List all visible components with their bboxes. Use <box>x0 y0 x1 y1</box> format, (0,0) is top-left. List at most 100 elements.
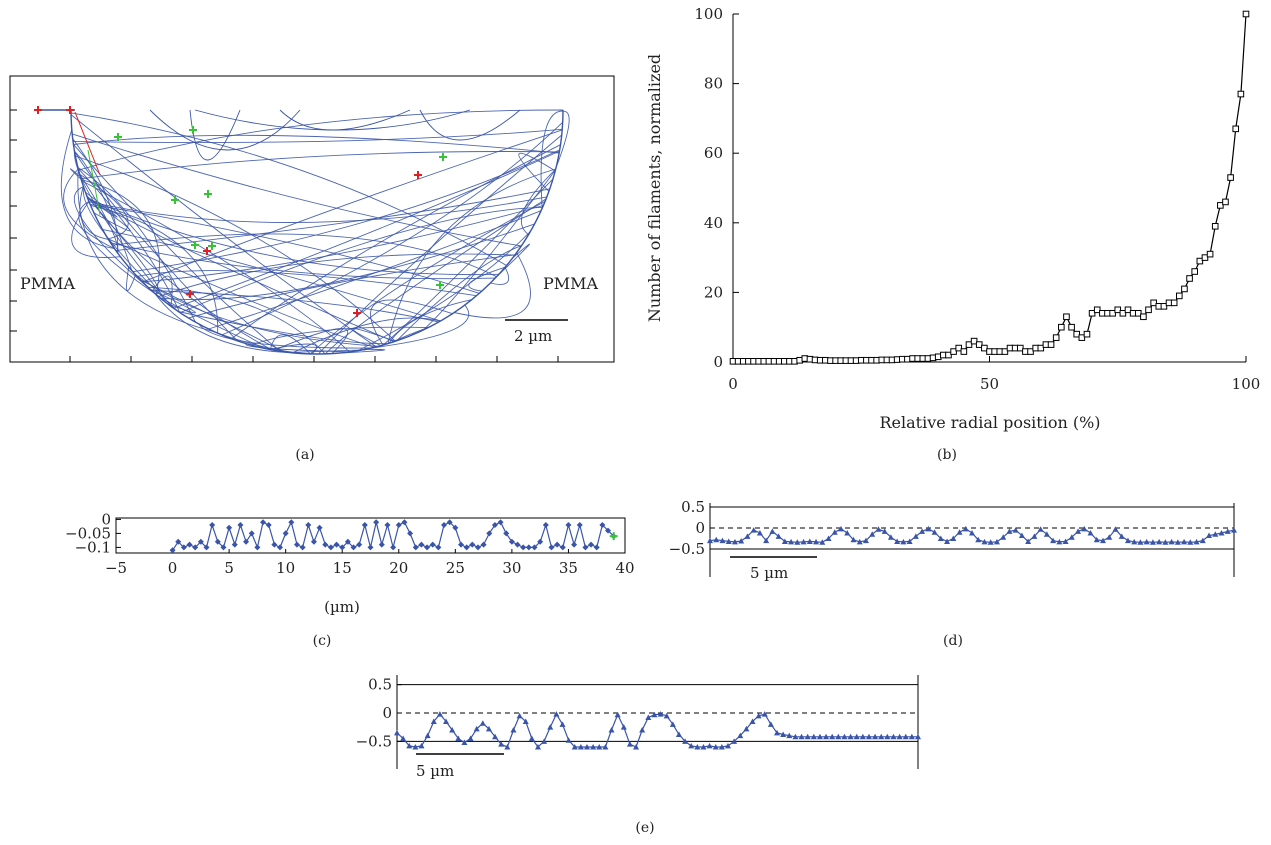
pc-data-point <box>226 524 233 531</box>
pe-data-point <box>541 738 548 744</box>
pc-data-point <box>310 538 317 545</box>
pc-data-point <box>169 547 176 554</box>
pd-data-point <box>925 525 932 532</box>
filament-path <box>490 267 509 285</box>
pc-data-point <box>390 544 397 551</box>
filament-path <box>540 110 564 209</box>
b-y-axis-label: Number of filaments, normalized <box>645 54 664 322</box>
pc-data-point <box>344 538 351 545</box>
pe-data-point <box>651 711 658 718</box>
pc-frame <box>115 517 626 554</box>
pd-data-point <box>1231 527 1237 533</box>
filament-path <box>72 128 563 144</box>
pe-data-point <box>835 733 842 740</box>
pc-data-point <box>180 544 187 551</box>
filament-path <box>179 206 543 314</box>
pc-data-point <box>542 522 549 528</box>
b-y-tick-label: 80 <box>704 75 723 93</box>
pe-data-point <box>675 731 682 738</box>
pc-x-tick-label: 0 <box>168 559 178 577</box>
pc-data-point <box>356 541 363 548</box>
pe-data-point <box>755 712 762 719</box>
panel-c-caption: (c) <box>313 633 332 649</box>
b-data-point <box>1211 222 1219 230</box>
pd-data-point <box>813 538 820 545</box>
pd-data-point <box>1106 534 1113 540</box>
pd-data-point <box>1174 539 1181 545</box>
pd-data-point <box>1124 537 1131 544</box>
pc-data-point <box>277 544 284 551</box>
pc-data-point <box>446 519 453 526</box>
pd-data-point <box>794 539 801 545</box>
pd-data-point <box>1050 537 1057 544</box>
pe-data-point <box>547 724 554 730</box>
filament-path <box>555 110 570 168</box>
filament-path <box>518 152 556 192</box>
pe-data-point <box>394 729 400 736</box>
pe-data-point <box>608 727 615 733</box>
pd-data-point <box>981 538 988 545</box>
filament-path <box>126 266 137 291</box>
pc-data-point <box>237 522 244 528</box>
pd-data-point <box>956 529 963 535</box>
filament-path <box>289 349 366 353</box>
filament-path <box>142 205 544 283</box>
b-data-point <box>1232 125 1240 133</box>
filament-path <box>154 293 292 354</box>
filament-path <box>132 149 560 273</box>
filament-path <box>115 188 550 251</box>
b-y-tick-label: 40 <box>704 214 723 232</box>
b-data-point <box>1016 344 1024 352</box>
pe-data-point <box>890 733 897 740</box>
pc-data-point <box>316 524 323 531</box>
filament-path <box>82 186 178 311</box>
pd-data-point <box>1137 539 1144 545</box>
pd-data-point <box>775 533 782 539</box>
b-y-tick-label: 20 <box>704 283 723 301</box>
pe-data-point <box>743 725 750 732</box>
c-x-axis-label: (µm) <box>324 598 360 616</box>
pc-data-point <box>514 541 521 548</box>
pd-data-point <box>900 538 907 545</box>
pc-data-point <box>220 544 227 551</box>
pc-data-point <box>537 538 544 545</box>
b-data-point <box>1222 198 1229 206</box>
pe-data-point <box>510 727 517 733</box>
b-x-axis-label: Relative radial position (%) <box>879 413 1100 432</box>
pe-data-point <box>461 739 468 745</box>
pd-data-point <box>800 538 807 545</box>
pd-data-point <box>1031 533 1038 539</box>
pc-data-point <box>508 538 515 545</box>
filament-path <box>70 112 507 266</box>
panel-e-caption: (e) <box>635 820 654 836</box>
pe-data-point <box>596 744 603 750</box>
b-data-point <box>1181 285 1188 293</box>
pc-x-tick-label: −5 <box>105 559 127 577</box>
filament-path <box>370 299 453 346</box>
pe-data-point <box>504 744 511 750</box>
b-series-line <box>733 13 1247 362</box>
pc-data-point <box>491 522 498 528</box>
b-data-point <box>1063 313 1070 321</box>
pc-data-point <box>605 527 612 534</box>
pd-data-point <box>1162 539 1169 545</box>
filament-path <box>496 243 530 277</box>
pc-data-point <box>559 544 566 551</box>
panel-c: 0−0.05−0.1−5 0 5 10 15 20 25 30 35 40 (µm) (c) <box>65 510 635 649</box>
filament-path <box>73 134 560 154</box>
b-data-point <box>955 344 963 352</box>
pd-data-point <box>1043 531 1050 537</box>
pe-data-point <box>792 733 799 740</box>
b-data-point <box>950 348 957 355</box>
pd-data-point <box>825 535 832 541</box>
b-data-point <box>1001 348 1009 355</box>
profile-c-series <box>169 519 618 554</box>
b-data-point <box>1073 330 1081 338</box>
panel-a-ticks <box>10 109 559 362</box>
pc-data-point <box>424 544 431 551</box>
b-data-point <box>970 337 978 345</box>
pd-data-point <box>831 529 838 535</box>
b-data-point <box>1176 292 1183 300</box>
pd-data-point <box>1156 538 1163 545</box>
pc-y-tick-label: −0.05 <box>65 524 111 542</box>
